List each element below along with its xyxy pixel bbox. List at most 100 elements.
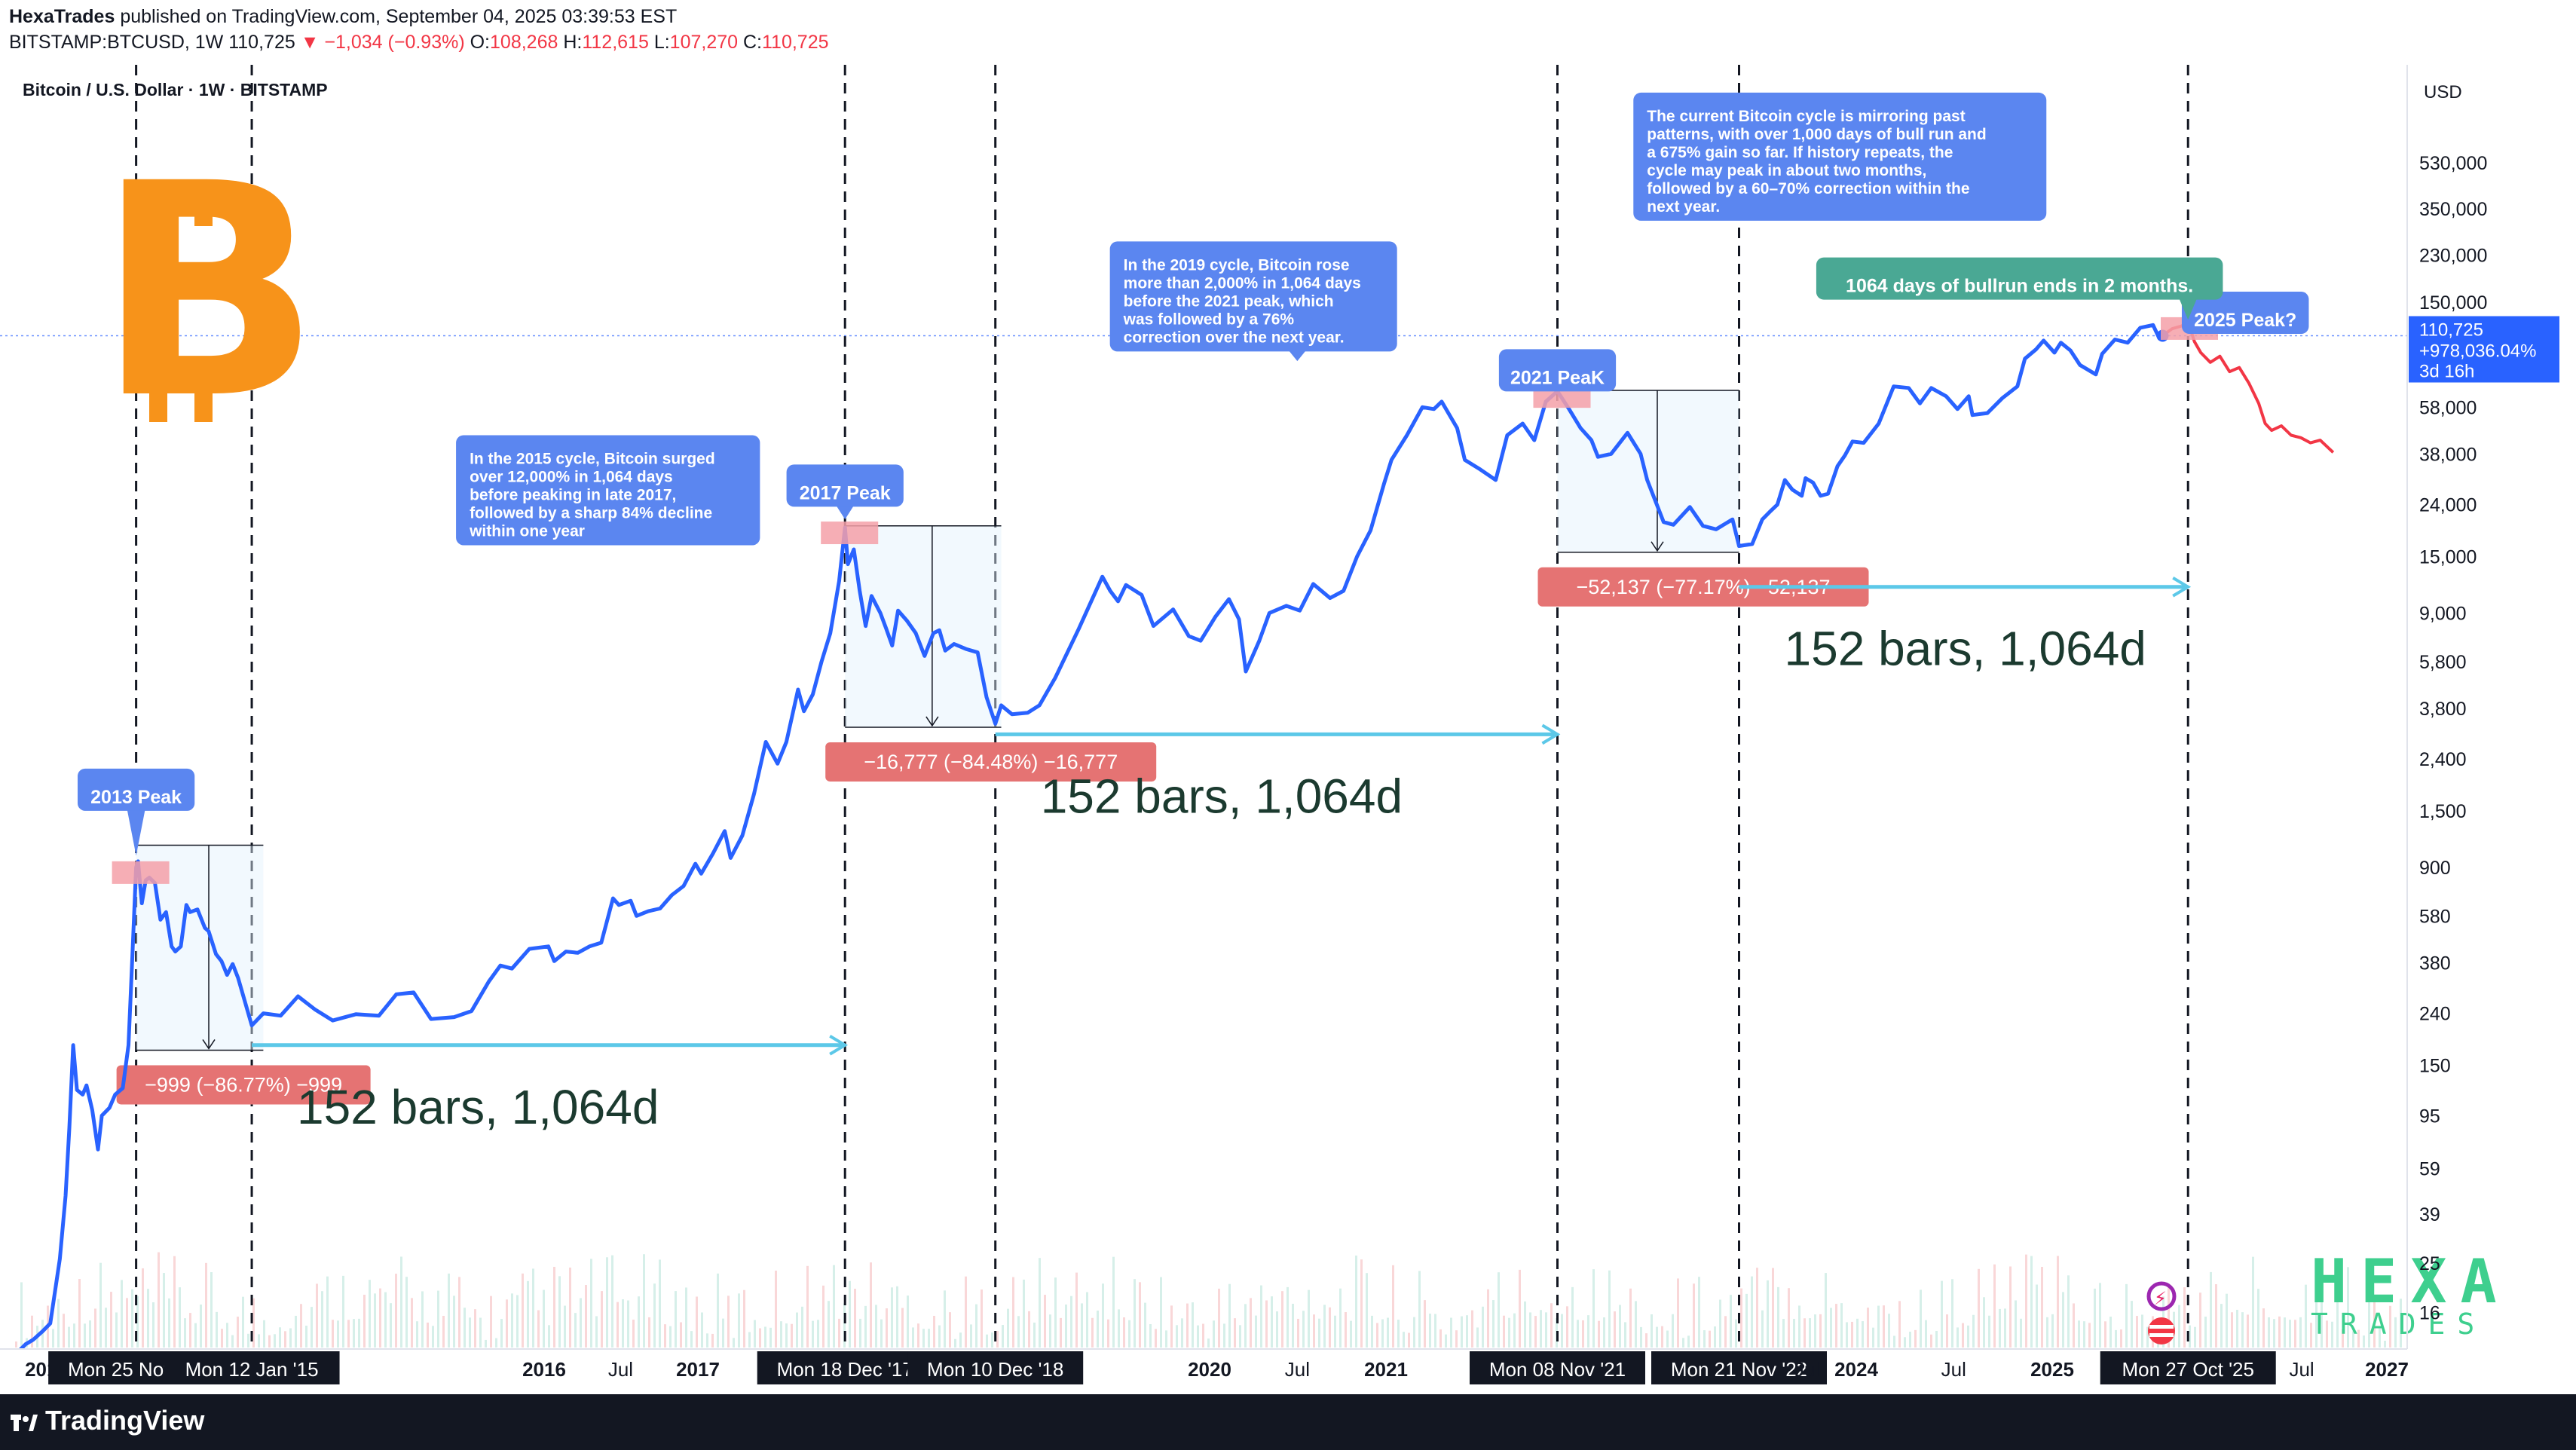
price-axis[interactable]: USD 16 25 39 59 95 150 240 380 580 900 1,500 2,400 3…: [2406, 65, 2559, 1349]
volume-bar: [717, 1273, 719, 1348]
volume-bar: [558, 1276, 561, 1348]
volume-bar: [1545, 1312, 1547, 1348]
volume-bar: [358, 1318, 360, 1348]
volume-bar: [2321, 1297, 2323, 1348]
volume-bar: [1640, 1326, 1642, 1348]
x-tick-label: Jul: [1941, 1358, 1966, 1381]
x-tick-label: 2025: [2030, 1358, 2074, 1381]
volume-bar: [1529, 1312, 1531, 1348]
volume-bar: [907, 1296, 909, 1348]
volume-bar: [938, 1325, 941, 1348]
low-value: 107,270: [669, 32, 739, 53]
volume-bar: [1687, 1335, 1690, 1348]
volume-bar: [527, 1280, 529, 1348]
volume-bar: [817, 1320, 819, 1348]
volume-bar: [1904, 1337, 1906, 1348]
volume-bar: [1075, 1272, 1078, 1348]
volume-bar: [1666, 1330, 1669, 1348]
volume-bar: [1339, 1288, 1342, 1348]
last-price: 110,725: [228, 32, 295, 53]
volume-bar: [2115, 1329, 2117, 1348]
volume-bar: [500, 1319, 503, 1348]
callout-text: within one year: [469, 522, 585, 540]
publisher-name[interactable]: HexaTrades: [9, 6, 115, 27]
volume-bar: [1292, 1303, 1294, 1348]
volume-bar: [2331, 1321, 2333, 1348]
tradingview-logo[interactable]: TradingView: [11, 1405, 204, 1436]
y-tick-label: 1,500: [2419, 801, 2467, 822]
y-tick-label: 24,000: [2419, 495, 2477, 516]
volume-bar: [553, 1266, 555, 1348]
volume-bar: [796, 1312, 798, 1348]
volume-bar: [727, 1296, 730, 1348]
volume-bar: [1286, 1286, 1289, 1348]
volume-bar: [147, 1289, 149, 1348]
volume-bar: [400, 1256, 402, 1348]
volume-bar: [268, 1335, 271, 1348]
volume-bar: [2088, 1323, 2091, 1348]
price-label-pct: +978,036.04%: [2419, 341, 2536, 361]
lightning-icon[interactable]: [2146, 1281, 2177, 1311]
volume-bar: [2131, 1301, 2133, 1348]
volume-bar: [1809, 1318, 1811, 1348]
volume-bar: [490, 1296, 492, 1348]
volume-bar: [1134, 1279, 1136, 1348]
volume-bar: [1540, 1310, 1542, 1348]
volume-bar: [1192, 1302, 1194, 1348]
volume-bar: [1840, 1303, 1843, 1348]
x-tick-label: 2027: [2365, 1358, 2409, 1381]
volume-bar: [1434, 1314, 1436, 1348]
volume-bar: [843, 1303, 846, 1348]
volume-bar: [126, 1298, 128, 1348]
brand-line2: TRADES: [2311, 1308, 2486, 1341]
volume-bar: [1429, 1314, 1431, 1348]
volume-bar: [342, 1275, 344, 1348]
volume-bar: [263, 1320, 265, 1348]
volume-bar: [1724, 1316, 1727, 1348]
volume-bar: [2109, 1317, 2112, 1348]
volume-bar: [1207, 1338, 1210, 1348]
volume-bar: [2004, 1308, 2006, 1348]
high-value: 112,615: [582, 32, 649, 53]
volume-bar: [2284, 1317, 2286, 1348]
volume-bar: [1455, 1330, 1458, 1348]
volume-bar: [2294, 1320, 2296, 1348]
y-tick-label: 150: [2419, 1056, 2451, 1077]
volume-bar: [1524, 1301, 1526, 1348]
volume-bar: [1023, 1279, 1025, 1348]
volume-bar: [1376, 1323, 1378, 1348]
us-flag-icon[interactable]: [2148, 1317, 2175, 1344]
volume-bar: [2067, 1275, 2070, 1348]
price-chart[interactable]: −999 (−86.77%) −999 −16,777 (−84.48%) −16…: [0, 65, 2576, 1394]
volume-bar: [2305, 1284, 2307, 1348]
currency-label[interactable]: USD: [2424, 82, 2462, 102]
volume-bar: [15, 1341, 17, 1348]
volume-bar: [458, 1277, 460, 1348]
volume-bar: [1091, 1317, 1094, 1348]
volume-bar: [1645, 1333, 1647, 1348]
volume-bar: [2046, 1317, 2048, 1348]
volume-bar: [1619, 1305, 1621, 1348]
volume-bar: [543, 1289, 545, 1348]
volume-bar: [975, 1304, 977, 1348]
tradingview-logo-icon: [11, 1415, 38, 1431]
x-tick-label: Jul: [1794, 1358, 1819, 1381]
callout-text: followed by a 60–70% correction within t…: [1647, 180, 1969, 197]
publish-info: HexaTrades published on TradingView.com,…: [9, 6, 677, 28]
callout-text: In the 2015 cycle, Bitcoin surged: [470, 450, 715, 467]
volume-bar: [2226, 1293, 2228, 1348]
volume-bar: [891, 1287, 893, 1348]
volume-bar: [522, 1273, 524, 1348]
volume-bar: [759, 1328, 761, 1348]
volume-bar: [748, 1332, 751, 1348]
volume-bar: [78, 1279, 81, 1348]
volume-bar: [453, 1296, 455, 1348]
x-tick-label: 2024: [1834, 1358, 1878, 1381]
volume-bar: [2083, 1321, 2085, 1348]
volume-bar: [696, 1296, 698, 1348]
volume-bar: [833, 1265, 835, 1348]
drawdown-box: [1557, 390, 1739, 552]
header-bar: HexaTrades published on TradingView.com,…: [0, 0, 2576, 65]
